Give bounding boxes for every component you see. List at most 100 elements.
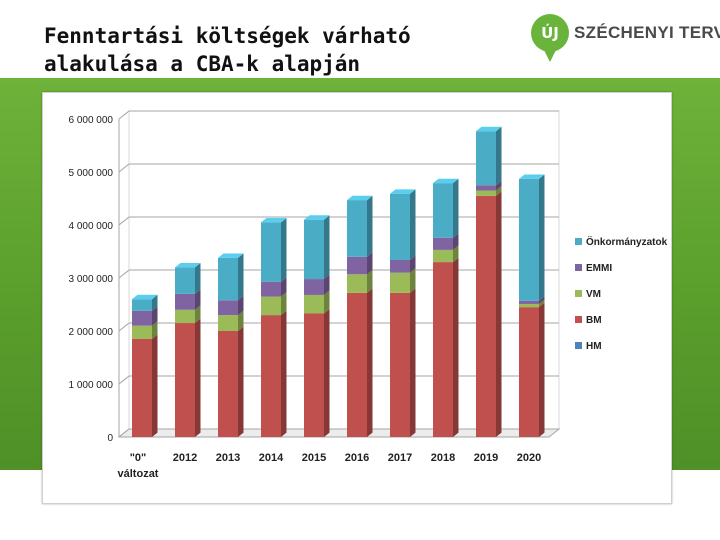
bar-segment	[519, 303, 539, 308]
bar-segment-side	[324, 215, 330, 280]
x-tick-label: változat	[118, 468, 159, 480]
bar-top-face	[519, 174, 545, 179]
bar-segment-side	[367, 252, 373, 275]
bar-segment-side	[195, 305, 201, 324]
bar-top-face	[132, 294, 158, 300]
x-tick-label: 2013	[216, 452, 240, 464]
bar-segment-side	[496, 191, 502, 437]
bar-segment-side	[324, 274, 330, 295]
logo-pin-tail	[543, 48, 557, 62]
bar-segment	[433, 262, 453, 437]
bar-segment	[261, 315, 281, 437]
bar-segment-side	[367, 195, 373, 257]
stacked-bar-chart: 0 1 000 000 2 000 000 3 000 000 4 000 000 5 0…	[69, 110, 668, 480]
bar-segment	[261, 296, 281, 316]
y-tick-label: 1 000 000	[69, 380, 114, 391]
bar-segment-side	[496, 186, 502, 196]
y-tick-label: 5 000 000	[69, 168, 114, 179]
bar-segment	[433, 237, 453, 250]
gridline-depth	[118, 110, 130, 120]
bar-segment-side	[238, 295, 244, 316]
y-tick-label: 2 000 000	[69, 327, 114, 338]
bar-top-face	[347, 195, 373, 201]
bar-segment	[261, 222, 281, 282]
bar-segment	[476, 131, 496, 186]
bar-segment	[132, 299, 152, 311]
bar-segment-side	[195, 318, 201, 437]
bar-segment	[390, 259, 410, 273]
bar-segment-side	[367, 269, 373, 293]
bar-segment	[433, 249, 453, 263]
bar-segment-side	[281, 277, 287, 297]
bar-segment	[519, 307, 539, 437]
bar-segment	[347, 274, 367, 293]
logo-text: SZÉCHENYI TERV	[574, 23, 720, 42]
x-tick-label: 2018	[431, 452, 455, 464]
bar-segment	[433, 183, 453, 238]
bar-segment-side	[152, 334, 158, 437]
bar-segment-side	[453, 233, 459, 250]
bar-segment	[218, 315, 238, 331]
legend-label: BM	[586, 315, 602, 326]
bar-segment	[175, 267, 195, 294]
bar-segment-side	[539, 296, 545, 304]
legend-label: Önkormányzatok	[586, 235, 668, 248]
szechenyi-terv-logo: ÚJ SZÉCHENYI TERV	[531, 14, 720, 70]
legend-label: VM	[586, 289, 601, 300]
bar-segment-side	[367, 288, 373, 437]
bar-top-face	[390, 189, 416, 194]
bar-segment	[175, 309, 195, 324]
y-tick-label: 4 000 000	[69, 221, 114, 232]
bar-top-face	[476, 126, 502, 132]
bar-segment	[519, 300, 539, 304]
bar-segment	[390, 193, 410, 260]
bar-segment	[347, 200, 367, 257]
legend-swatch	[575, 342, 582, 349]
bar-segment-side	[152, 294, 158, 311]
bar-segment	[304, 294, 324, 314]
bar-segment-side	[281, 217, 287, 282]
bar-segment-side	[195, 289, 201, 310]
bar-segment	[132, 325, 152, 339]
legend-swatch	[575, 290, 582, 297]
y-tick-label: 6 000 000	[69, 115, 114, 126]
bar-segment-side	[238, 253, 244, 301]
y-tick-label: 0	[107, 433, 113, 444]
bar-segment	[476, 185, 496, 191]
bar-segment-side	[410, 189, 416, 260]
legend-swatch	[575, 238, 582, 245]
legend-label: HM	[586, 341, 602, 352]
bar-segment	[261, 281, 281, 297]
bar-segment-side	[195, 263, 201, 294]
page-title: Fenntartási költségek várható alakulása …	[44, 22, 411, 78]
bar-segment-side	[410, 268, 416, 293]
bar-segment-side	[539, 174, 545, 301]
bar-segment-side	[539, 299, 545, 308]
x-tick-label: 2012	[173, 452, 197, 464]
bar-top-face	[175, 263, 201, 268]
bar-segment	[218, 257, 238, 301]
szechenyi-terv-logo-icon: ÚJ	[531, 14, 569, 52]
gridline-depth	[118, 216, 130, 226]
x-tick-label: 2017	[388, 452, 412, 464]
gridline-depth	[118, 375, 130, 385]
bar-top-face	[218, 253, 244, 258]
bar-segment	[476, 195, 496, 437]
bar-segment-side	[410, 288, 416, 437]
bar-segment	[218, 331, 238, 437]
x-tick-label: 2020	[517, 452, 541, 464]
bar-segment	[175, 323, 195, 437]
legend-swatch	[575, 264, 582, 271]
bar-segment-side	[152, 321, 158, 339]
bar-segment-side	[453, 178, 459, 238]
bar-segment-side	[496, 180, 502, 191]
bar-segment	[519, 178, 539, 301]
bar-segment-side	[238, 326, 244, 437]
bar-segment	[132, 338, 152, 437]
y-tick-label: 3 000 000	[69, 274, 114, 285]
gridline-depth	[118, 322, 130, 332]
bar-segment	[390, 272, 410, 293]
bar-segment-side	[453, 257, 459, 437]
bar-segment-side	[281, 310, 287, 437]
bar-segment-side	[324, 290, 330, 314]
